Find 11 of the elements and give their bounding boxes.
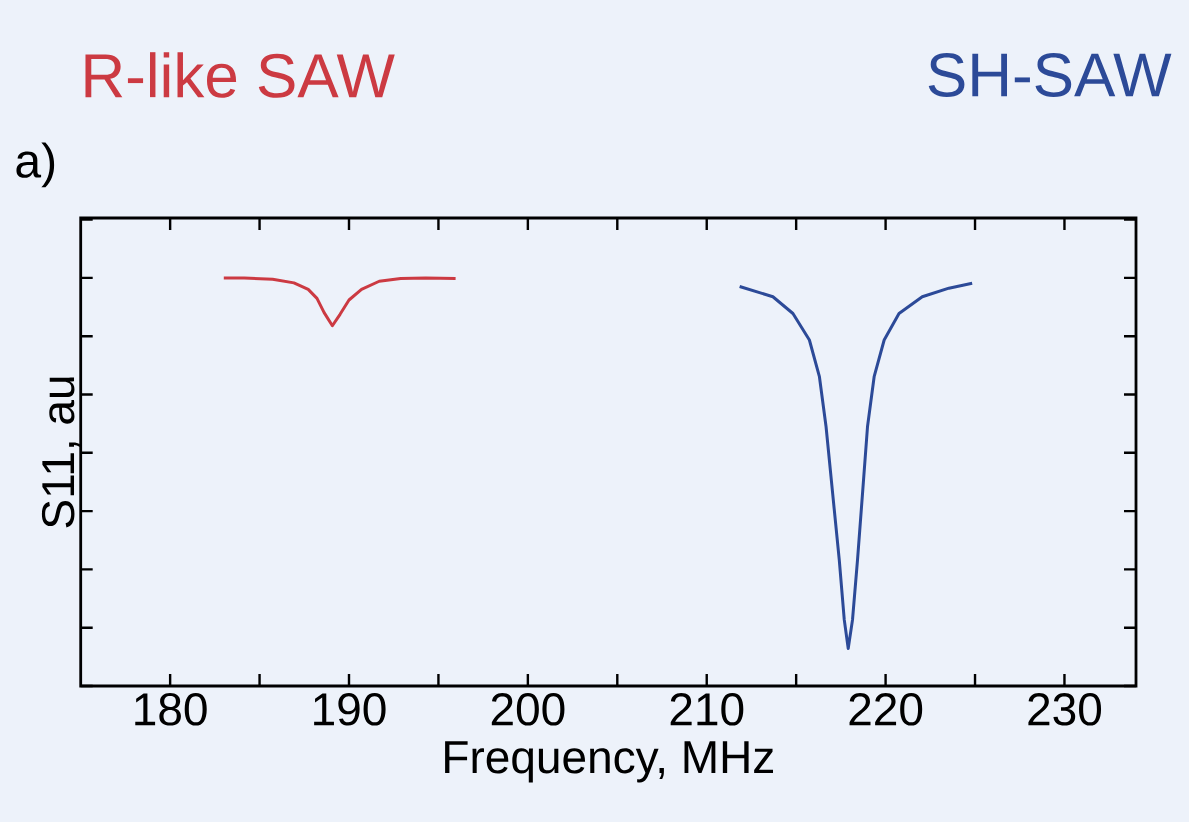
x-tick-label: 230 xyxy=(1028,693,1102,726)
text: R-like SAW xyxy=(85,52,395,98)
x-tick-label: 210 xyxy=(670,693,744,726)
y-axis-title: S11, au xyxy=(41,377,80,528)
x-tick-label: 180 xyxy=(135,693,207,726)
x-axis-title: Frequency, MHz xyxy=(445,741,774,783)
x-tick-label: 190 xyxy=(314,693,386,726)
text: SH-SAW xyxy=(928,53,1172,97)
x-tick-label: 200 xyxy=(491,693,565,726)
x-tick-label: 220 xyxy=(849,693,923,726)
text: a) xyxy=(16,142,55,188)
